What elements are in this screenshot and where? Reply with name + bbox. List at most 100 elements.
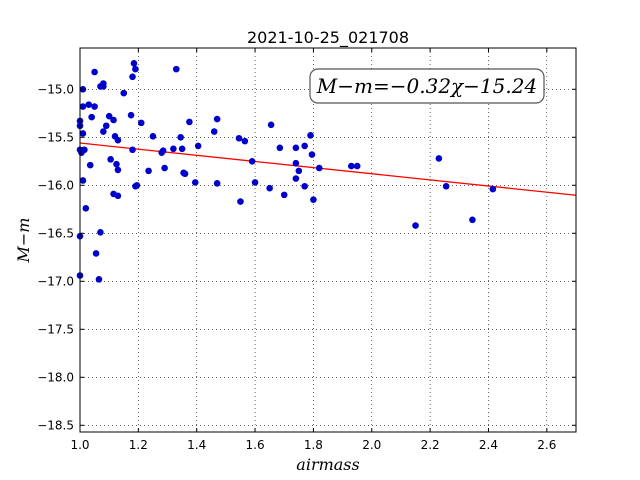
data-point (82, 205, 90, 212)
data-point (276, 144, 284, 152)
data-point (92, 250, 100, 257)
x-tick-label: 1.8 (304, 438, 323, 452)
data-point (86, 161, 94, 169)
x-tick-label: 2.4 (479, 438, 498, 452)
data-point (292, 144, 300, 152)
data-point (130, 60, 138, 67)
x-axis-ticks: 1.0 1.2 1.4 1.6 1.8 2.0 2.2 2.4 2.6 (70, 48, 556, 452)
data-point (194, 142, 202, 150)
data-point (159, 147, 167, 155)
data-point (435, 155, 443, 162)
data-point (248, 157, 256, 165)
x-tick-label: 1.6 (246, 438, 265, 452)
chart-title: 2021-10-25_021708 (247, 28, 409, 48)
data-point (469, 216, 476, 224)
data-point (102, 122, 110, 130)
data-point (137, 119, 145, 127)
data-point (251, 179, 259, 186)
data-point (308, 151, 316, 158)
data-point (266, 184, 273, 192)
data-point (114, 192, 122, 200)
data-point (489, 185, 497, 193)
data-point (442, 182, 450, 190)
y-tick-label: −17.0 (37, 274, 74, 288)
data-point (127, 111, 135, 119)
data-point (170, 145, 177, 153)
x-tick-label: 1.0 (70, 438, 89, 452)
data-point (132, 65, 139, 73)
fit-annotation: M−m=−0.32χ−15.24 (309, 68, 545, 104)
y-tick-label: −15.5 (37, 130, 74, 144)
data-point (161, 164, 168, 172)
data-point (191, 179, 199, 186)
x-tick-label: 1.2 (129, 438, 148, 452)
data-point (172, 65, 180, 73)
y-tick-label: −17.5 (37, 322, 74, 336)
y-tick-label: −16.5 (37, 226, 74, 240)
data-point (353, 162, 361, 170)
data-point (107, 156, 114, 163)
data-point (120, 89, 128, 97)
x-tick-label: 1.4 (187, 438, 206, 452)
data-point (79, 177, 87, 184)
data-point (79, 103, 87, 110)
x-tick-label: 2.0 (362, 438, 381, 452)
data-point (79, 130, 87, 137)
data-point (412, 222, 419, 229)
data-point (129, 146, 136, 154)
data-point (95, 276, 103, 283)
data-point (177, 133, 184, 141)
y-tick-label: −18.0 (37, 370, 74, 384)
x-tick-label: 2.2 (421, 438, 440, 452)
y-tick-label: −15.0 (37, 82, 74, 96)
data-point (213, 180, 221, 187)
plot-background (80, 48, 576, 432)
plot-frame (79, 47, 577, 433)
data-point (315, 164, 323, 172)
data-point (133, 181, 141, 189)
data-point (91, 68, 98, 76)
data-point (81, 146, 88, 154)
data-point (237, 198, 244, 205)
data-point (348, 162, 355, 170)
data-point (97, 229, 104, 236)
annotation-box (309, 68, 545, 104)
data-point (267, 121, 275, 129)
y-axis-ticks: −15.0 −15.5 −16.0 −16.5 −17.0 −17.5 −18.0 −18.5 (37, 82, 576, 432)
data-point (178, 145, 186, 153)
data-point (100, 128, 107, 135)
data-point (149, 133, 157, 140)
y-tick-label: −16.0 (37, 178, 74, 192)
data-points (76, 60, 497, 283)
data-point (91, 103, 98, 110)
annotation-text: M−m=−0.32χ−15.24 (316, 74, 537, 98)
data-point (113, 160, 120, 168)
data-point (85, 101, 93, 108)
x-axis-label: airmass (296, 455, 359, 474)
data-point (105, 112, 113, 120)
x-tick-label: 2.6 (537, 438, 556, 452)
data-point (129, 73, 136, 81)
data-point (280, 191, 288, 199)
data-point (310, 196, 317, 203)
data-point (292, 159, 300, 167)
data-point (295, 167, 303, 175)
y-tick-label: −18.5 (37, 418, 74, 432)
grid (80, 48, 576, 432)
data-point (186, 118, 193, 126)
data-point (235, 134, 243, 142)
data-point (88, 113, 95, 121)
data-point (241, 137, 249, 145)
data-point (114, 166, 122, 174)
y-axis-label: M−m (14, 218, 33, 264)
data-point (145, 167, 152, 175)
data-point (301, 142, 308, 150)
data-point (307, 132, 314, 139)
data-point (181, 170, 189, 178)
data-point (210, 128, 218, 135)
data-point (213, 115, 221, 123)
data-point (110, 116, 117, 124)
data-point (114, 136, 122, 144)
data-point (100, 83, 107, 90)
